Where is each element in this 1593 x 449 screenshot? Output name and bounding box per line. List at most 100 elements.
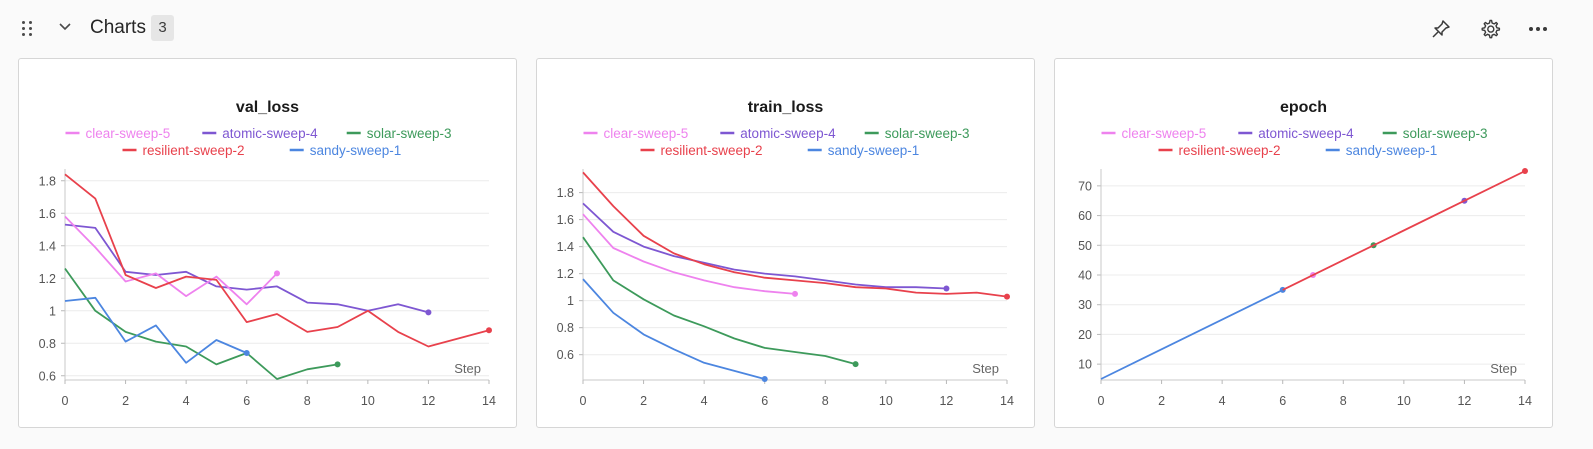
legend-label: sandy-sweep-1: [828, 143, 920, 158]
y-tick-label: 40: [1078, 269, 1092, 283]
x-tick-label: 10: [361, 394, 375, 408]
legend-label: atomic-sweep-4: [1258, 126, 1354, 141]
legend-label: solar-sweep-3: [1403, 126, 1488, 141]
y-tick-label: 30: [1078, 298, 1092, 312]
gear-icon[interactable]: [1479, 18, 1501, 40]
y-tick-label: 70: [1078, 179, 1092, 193]
x-tick-label: 8: [1340, 394, 1347, 408]
series-line: [64, 215, 278, 306]
x-tick-label: 6: [243, 394, 250, 408]
chart-title: train_loss: [747, 99, 824, 116]
x-tick-label: 8: [822, 394, 829, 408]
y-tick-label: 1.2: [39, 272, 56, 286]
more-icon[interactable]: [1527, 18, 1549, 40]
series-line: [582, 213, 796, 295]
pin-icon[interactable]: [1430, 18, 1452, 40]
series-end-point: [486, 327, 492, 334]
series-end-point: [334, 361, 341, 368]
series-end-point: [425, 309, 432, 316]
y-tick-label: 50: [1078, 239, 1092, 253]
x-axis-title: Step: [454, 361, 481, 376]
series-line: [64, 173, 490, 348]
drag-handle-icon[interactable]: [22, 21, 34, 37]
x-tick-label: 2: [122, 394, 129, 408]
x-tick-label: 6: [1279, 394, 1286, 408]
legend-label: sandy-sweep-1: [310, 143, 402, 158]
x-axis-title: Step: [972, 361, 999, 376]
series-end-point: [761, 376, 768, 382]
series-line: [582, 171, 1008, 298]
y-tick-label: 1: [49, 304, 56, 318]
chart-title: epoch: [1279, 99, 1328, 116]
y-tick-label: 1.6: [39, 207, 56, 221]
series-line: [582, 236, 856, 365]
x-tick-label: 12: [939, 394, 953, 408]
series-end-point: [792, 290, 798, 297]
x-tick-label: 4: [183, 394, 190, 408]
series-line: [64, 223, 429, 314]
x-tick-label: 12: [1457, 394, 1471, 408]
x-tick-label: 2: [1158, 394, 1165, 408]
chevron-down-icon[interactable]: [58, 20, 72, 34]
y-tick-label: 0.6: [39, 369, 56, 383]
series-line: [1282, 170, 1526, 291]
series-end-point: [1522, 168, 1528, 174]
x-tick-label: 12: [421, 394, 435, 408]
chart-plot: clear-sweep-5 atomic-sweep-4 solar-sweep-3…: [1078, 126, 1532, 408]
y-tick-label: 1: [567, 294, 574, 308]
series-end-point: [243, 350, 250, 356]
series-end-point: [1004, 293, 1010, 300]
y-tick-label: 1.2: [557, 267, 574, 281]
y-tick-label: 10: [1078, 358, 1092, 372]
legend-label: sandy-sweep-1: [1346, 143, 1438, 158]
x-tick-label: 14: [1000, 394, 1014, 408]
legend-label: solar-sweep-3: [367, 126, 452, 141]
y-tick-label: 1.6: [557, 213, 574, 227]
chart-plot: clear-sweep-5 atomic-sweep-4 solar-sweep-3…: [557, 126, 1014, 408]
y-tick-label: 0.8: [557, 321, 574, 335]
series-line: [1100, 289, 1284, 380]
series-end-point: [852, 361, 859, 368]
legend-label: resilient-sweep-2: [1179, 143, 1281, 158]
y-tick-label: 0.8: [39, 337, 56, 351]
legend-label: solar-sweep-3: [885, 126, 970, 141]
series-line: [64, 296, 248, 364]
x-tick-label: 8: [304, 394, 311, 408]
x-tick-label: 0: [1098, 394, 1105, 408]
series-line: [582, 278, 765, 380]
chart-title: val_loss: [235, 99, 300, 116]
x-tick-label: 0: [62, 394, 69, 408]
series-line: [64, 267, 338, 380]
chart-plot: clear-sweep-5 atomic-sweep-4 solar-sweep-3…: [39, 126, 496, 408]
legend-label: clear-sweep-5: [1122, 126, 1207, 141]
series-end-point: [943, 285, 950, 292]
legend-label: atomic-sweep-4: [740, 126, 836, 141]
x-tick-label: 10: [1397, 394, 1411, 408]
legend-label: resilient-sweep-2: [143, 143, 245, 158]
y-tick-label: 60: [1078, 209, 1092, 223]
legend-label: resilient-sweep-2: [661, 143, 763, 158]
y-tick-label: 0.6: [557, 348, 574, 362]
legend-label: atomic-sweep-4: [222, 126, 318, 141]
x-tick-label: 2: [640, 394, 647, 408]
y-tick-label: 20: [1078, 328, 1092, 342]
x-tick-label: 10: [879, 394, 893, 408]
chart-panel-val-loss[interactable]: val_loss clear-sweep-5 atomic-sweep-4 sola…: [18, 58, 517, 428]
section-count-badge: 3: [151, 15, 174, 41]
y-tick-label: 1.8: [39, 174, 56, 188]
x-tick-label: 14: [1518, 394, 1532, 408]
chart-panel-train-loss[interactable]: train_loss clear-sweep-5 atomic-sweep-4 so…: [536, 58, 1035, 428]
x-tick-label: 6: [761, 394, 768, 408]
y-tick-label: 1.4: [39, 239, 56, 253]
legend-label: clear-sweep-5: [604, 126, 689, 141]
chart-panel-epoch[interactable]: epoch clear-sweep-5 atomic-sweep-4 solar-s…: [1054, 58, 1553, 428]
x-tick-label: 14: [482, 394, 496, 408]
x-tick-label: 4: [1219, 394, 1226, 408]
series-line: [582, 202, 947, 290]
section-title: Charts: [90, 17, 146, 38]
y-tick-label: 1.4: [557, 240, 574, 254]
x-tick-label: 0: [580, 394, 587, 408]
section-header: Charts 3: [0, 0, 1593, 58]
series-end-point: [274, 270, 280, 277]
x-tick-label: 4: [701, 394, 708, 408]
